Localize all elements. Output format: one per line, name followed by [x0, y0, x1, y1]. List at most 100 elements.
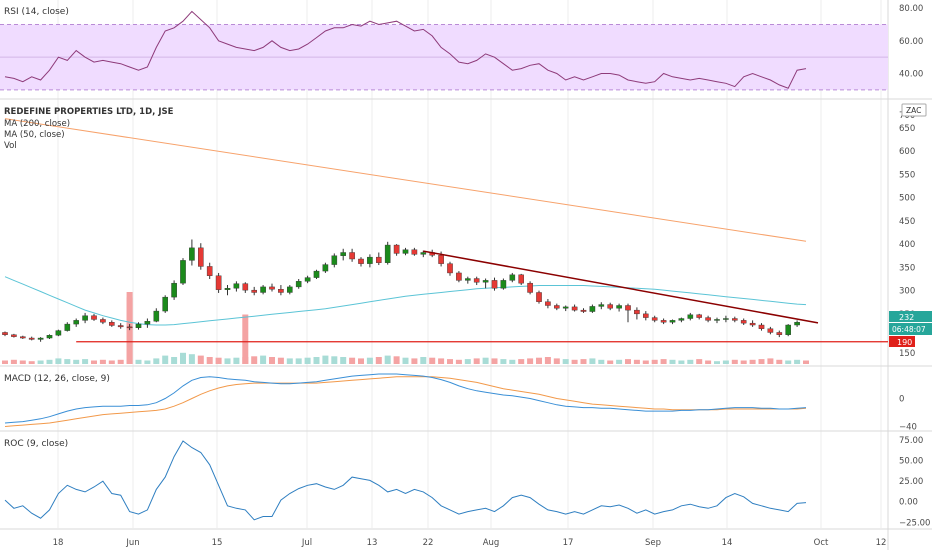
- candle-body: [678, 318, 685, 321]
- volume-bar: [366, 357, 373, 364]
- candle-body: [687, 314, 694, 319]
- x-axis-label: 15: [212, 538, 223, 548]
- volume-bar: [438, 358, 445, 364]
- candle-body: [669, 320, 676, 323]
- volume-bar: [589, 358, 596, 364]
- volume-bar: [144, 360, 151, 364]
- price-tick-label: 600: [899, 147, 915, 157]
- vol-label: Vol: [4, 141, 17, 151]
- candle-body: [527, 282, 533, 293]
- rsi-tick-label: 80.00: [899, 4, 923, 14]
- candle-body: [571, 306, 578, 311]
- candle-body: [732, 318, 738, 321]
- candle-body: [358, 258, 364, 264]
- candle-body: [64, 323, 71, 331]
- volume-bar: [509, 359, 516, 364]
- volume-bar: [153, 358, 160, 364]
- volume-bar: [135, 359, 142, 364]
- candle-body: [295, 281, 302, 288]
- candle-body: [616, 305, 622, 309]
- price-tick-label: 650: [899, 124, 915, 134]
- volume-bar: [420, 357, 427, 364]
- x-axis-label: 13: [367, 538, 378, 548]
- candle-body: [580, 309, 587, 312]
- volume-bar: [206, 357, 213, 364]
- volume-bar: [794, 359, 801, 364]
- roc-tick-label: 0.00: [899, 498, 918, 508]
- volume-bar: [785, 360, 792, 364]
- candle-body: [287, 286, 293, 293]
- volume-bar: [37, 360, 44, 364]
- volume-bar: [260, 355, 267, 364]
- volume-bar: [696, 359, 703, 364]
- volume-bar: [162, 355, 169, 364]
- x-axis-label: Jun: [125, 538, 139, 548]
- candle-body: [269, 286, 275, 290]
- price-tick-label: 450: [899, 217, 915, 227]
- candle-body: [197, 247, 204, 267]
- volume-bar: [598, 359, 605, 364]
- price-tick-label: 300: [899, 287, 915, 297]
- volume-bar: [491, 358, 498, 364]
- candle-body: [37, 337, 44, 340]
- volume-bar: [500, 359, 507, 364]
- currency-badge[interactable]: [901, 103, 927, 117]
- price-pane-title: REDEFINE PROPERTIES LTD, 1D, JSE: [4, 107, 174, 117]
- rsi-line: [4, 10, 807, 89]
- candle-body: [473, 278, 480, 283]
- price-tick-label: 350: [899, 263, 915, 273]
- ma50-label: MA (50, close): [4, 130, 65, 140]
- macd-line: [4, 373, 807, 424]
- volume-bar: [224, 358, 231, 364]
- macd-tick-label: 0: [899, 395, 904, 405]
- volume-bar: [607, 360, 614, 364]
- candle-body: [714, 319, 720, 321]
- volume-bar: [411, 358, 418, 364]
- candle-body: [785, 324, 791, 335]
- candle-body: [749, 322, 756, 326]
- volume-bar: [536, 357, 542, 364]
- volume-bar: [562, 359, 569, 364]
- volume-bar: [731, 359, 738, 364]
- roc-tick-label: 50.00: [899, 457, 923, 467]
- support-price-tag: [889, 336, 915, 347]
- countdown-value: 06:48:07: [892, 325, 926, 334]
- rsi-label: RSI (14, close): [4, 7, 69, 17]
- candle-body: [420, 252, 427, 255]
- volume-bar: [714, 361, 720, 364]
- volume-bar: [687, 359, 694, 364]
- candle-body: [55, 330, 62, 336]
- volume-bar: [740, 360, 747, 364]
- candle-body: [438, 255, 444, 264]
- candle-body: [313, 270, 320, 278]
- candle-body: [767, 328, 774, 333]
- macd-signal-line: [4, 376, 807, 427]
- volume-bar: [82, 359, 89, 364]
- volume-bar: [571, 359, 578, 364]
- volume-bar: [678, 360, 685, 364]
- volume-bar: [651, 359, 658, 364]
- candle-body: [384, 244, 391, 263]
- volume-bar: [616, 359, 623, 364]
- x-axis-label: Jul: [301, 538, 312, 548]
- volume-bar: [46, 359, 53, 364]
- volume-bar: [91, 360, 97, 364]
- volume-bar: [580, 359, 587, 364]
- volume-bar: [358, 358, 364, 364]
- candle-body: [126, 326, 133, 329]
- candle-body: [144, 321, 151, 325]
- volume-bar: [625, 359, 631, 364]
- volume-bar: [473, 358, 480, 364]
- roc-tick-label: 75.00: [899, 436, 923, 446]
- candle-body: [2, 332, 8, 335]
- candle-body: [162, 296, 169, 312]
- candle-body: [233, 283, 240, 289]
- candle-body: [46, 335, 53, 339]
- volume-bar: [375, 357, 382, 364]
- candle-body: [634, 309, 640, 315]
- volume-bar: [749, 359, 756, 364]
- candle-body: [509, 274, 516, 281]
- x-axis-label: 18: [53, 538, 64, 548]
- candle-body: [206, 266, 213, 276]
